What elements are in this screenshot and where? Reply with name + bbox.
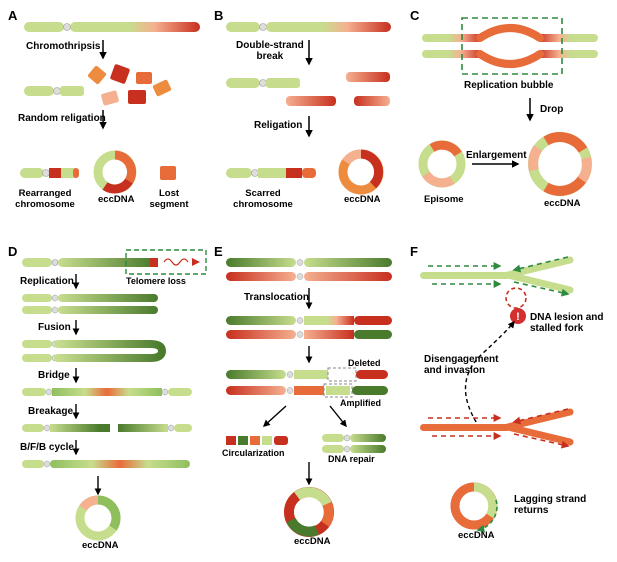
- panel-b-cap-0: Scarred chromosome: [228, 188, 298, 210]
- panel-e: E: [214, 244, 404, 554]
- panel-a-cap-0: Rearranged chromosome: [10, 188, 80, 210]
- panel-a-step-0: Chromothripsis: [26, 41, 100, 52]
- panel-c-step-2: Enlargement: [466, 150, 527, 161]
- panel-c-cap-1: eccDNA: [544, 198, 580, 209]
- svg-text:!: !: [516, 311, 520, 323]
- panel-c: C Replication bubble Drop: [410, 8, 610, 226]
- panel-a-step-1: Random religation: [18, 113, 106, 124]
- panel-f: F !: [410, 244, 610, 554]
- panel-c-step-0: Replication bubble: [464, 80, 553, 91]
- panel-d-step-4: Breakage: [28, 406, 73, 417]
- panel-e-step-3: Circularization: [222, 448, 285, 458]
- panel-c-cap-0: Episome: [424, 194, 464, 205]
- panel-a: A: [8, 8, 208, 226]
- panel-f-step-2: Lagging strand returns: [514, 494, 604, 516]
- panel-d-step-tel: Telomere loss: [126, 276, 186, 286]
- panel-d-cap-0: eccDNA: [82, 540, 118, 551]
- panel-d-step-1: Replication: [20, 276, 74, 287]
- panel-d-step-2: Fusion: [38, 322, 71, 333]
- panel-b-step-1: Religation: [254, 120, 302, 131]
- panel-e-cap-0: eccDNA: [294, 536, 330, 547]
- panel-a-cap-1: eccDNA: [98, 194, 134, 205]
- panel-d-step-3: Bridge: [38, 370, 70, 381]
- panel-b-cap-1: eccDNA: [344, 194, 380, 205]
- panel-f-step-0: DNA lesion and stalled fork: [530, 312, 606, 334]
- panel-e-step-0: Translocation: [244, 292, 309, 303]
- panel-f-step-1: Disengagement and invasion: [424, 354, 514, 376]
- panel-e-step-4: DNA repair: [328, 454, 375, 464]
- panel-e-step-2: Amplified: [340, 398, 381, 408]
- panel-c-step-1: Drop: [540, 104, 563, 115]
- panel-d-step-5: B/F/B cycle: [20, 442, 74, 453]
- panel-e-step-1: Deleted: [348, 358, 381, 368]
- panel-b-step-0: Double-strand break: [236, 40, 304, 62]
- panel-f-cap-0: eccDNA: [458, 530, 494, 541]
- panel-a-cap-2: Lost segment: [144, 188, 194, 210]
- panel-d: D: [8, 244, 208, 554]
- panel-b: B D: [214, 8, 404, 226]
- panel-d-diagram: [8, 244, 208, 554]
